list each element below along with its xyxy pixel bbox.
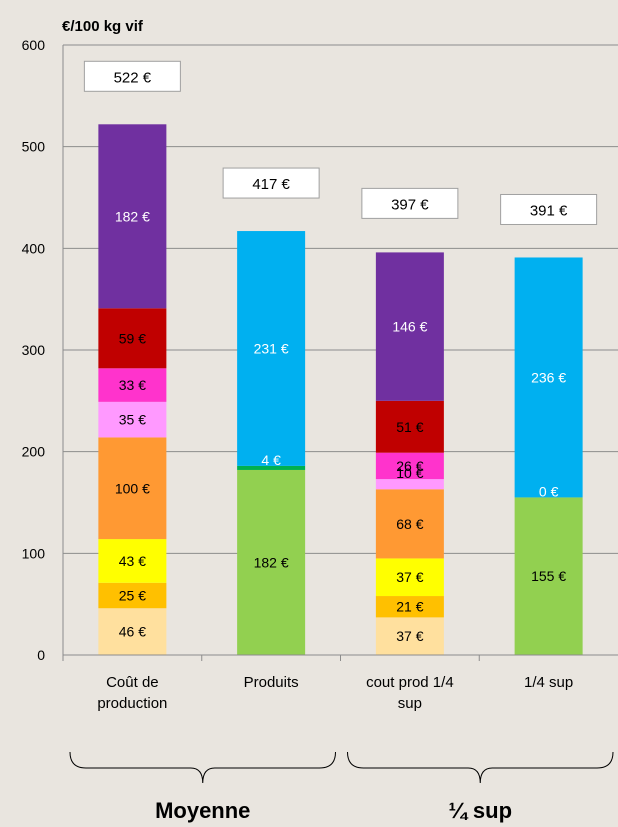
total-label-box [222,167,320,199]
segment-value-label: 182 € [115,208,150,224]
bars: 46 € 25 € 43 € 100 € 35 € 33 € 59 € 182 € 522 € 1… [83,60,598,655]
category-groups: Moyenne ¼ sup [69,751,614,823]
x-category-label: Produits [244,674,299,691]
segment-value-label: 155 € [531,568,566,584]
segment-value-label: 231 € [254,340,289,356]
bar-segment [98,437,167,540]
bar-segment [98,401,167,438]
segment-value-label: 51 € [396,419,423,435]
total-value-label: 522 € [114,69,152,86]
bar-segment [375,400,444,453]
x-category-label: cout prod 1/4 sup [366,674,454,712]
segment-value-label: 59 € [119,330,146,346]
segment-value-label: 236 € [531,369,566,385]
bar-segment [514,497,583,655]
segment-value-label: 35 € [119,412,146,428]
segment-value-label: 0 € [539,483,559,499]
x-axis: Coût de production Produits cout prod 1/4 su… [62,654,618,712]
bar-segment [98,539,167,583]
segment-value-label: 33 € [119,377,146,393]
segment-value-label: 37 € [396,628,423,644]
x-category-label: 1/4 sup [524,674,573,691]
segment-value-label: 10 € [396,465,423,481]
y-tick-label: 200 [22,444,46,460]
bar-segment [375,617,444,655]
segment-value-label: 146 € [392,319,427,335]
total-label-box [83,60,181,92]
segment-value-label: 26 € [396,458,423,474]
total-label-box [361,187,459,219]
group-brace [69,751,336,784]
y-tick-label: 500 [22,139,46,155]
bar-segment [98,124,167,309]
y-tick-label: 0 [37,647,45,663]
bar-segment [98,308,167,369]
bar-segment [98,608,167,655]
total-value-label: 391 € [530,202,568,219]
bar-segment [375,596,444,618]
y-tick-label: 300 [22,342,46,358]
segment-value-label: 21 € [396,599,423,615]
segment-value-label: 68 € [396,516,423,532]
group-brace [347,751,614,784]
bar-segment [98,582,167,609]
bar-segment [375,489,444,559]
y-tick-label: 100 [22,545,46,561]
group-label: ¼ sup [448,798,512,823]
y-tick-label: 400 [22,240,46,256]
bar-segment [237,231,306,466]
bar-segment [375,479,444,490]
segment-value-label: 43 € [119,553,146,569]
segment-value-label: 37 € [396,569,423,585]
x-category-label: Coût de production [97,674,167,712]
y-axis-unit-label: €/100 kg vif [62,18,144,35]
bar-segment [98,368,167,402]
segment-value-label: 182 € [254,554,289,570]
total-value-label: 417 € [252,176,290,193]
bar-segment [237,469,306,655]
bar-segment [375,252,444,401]
segment-value-label: 4 € [261,452,281,468]
segment-value-label: 25 € [119,588,146,604]
segment-value-label: 46 € [119,624,146,640]
y-tick-label: 600 [22,37,46,53]
y-axis: 0 100 200 300 400 500 600 [22,37,64,663]
group-label: Moyenne [155,798,250,823]
bar-segment [514,257,583,498]
bar-segment [237,465,306,470]
segment-value-label: 100 € [115,480,150,496]
total-label-box [500,193,598,225]
total-value-label: 397 € [391,196,429,213]
bar-segment [375,452,444,480]
bar-segment [375,558,444,597]
